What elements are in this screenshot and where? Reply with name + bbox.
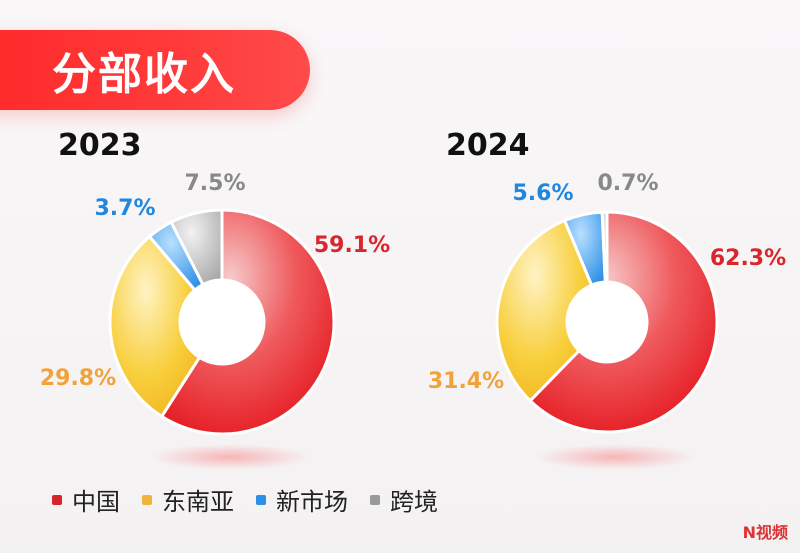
donut-2023-shadow — [150, 444, 310, 470]
legend-item-new-markets: 新市场 — [256, 482, 348, 517]
donut-2024-label-new-markets: 5.6% — [512, 181, 573, 206]
legend-label-new-markets: 新市场 — [276, 488, 348, 516]
donut-2023-hole — [180, 280, 264, 364]
legend-item-southeast-asia: 东南亚 — [142, 482, 234, 517]
donut-2024-hole — [567, 282, 647, 362]
donut-2023-label-cross-border: 7.5% — [184, 171, 245, 196]
legend-swatch-new-markets — [256, 494, 266, 505]
donut-2023-label-china: 59.1% — [314, 233, 390, 258]
watermark: N视频 — [742, 523, 788, 542]
page-title: 分部收入 — [52, 49, 236, 100]
legend: 中国 东南亚 新市场 跨境 — [52, 482, 438, 517]
donut-2024-label-cross-border: 0.7% — [597, 171, 658, 196]
donut-2024-label-southeast-asia: 31.4% — [428, 369, 504, 394]
legend-swatch-southeast-asia — [142, 494, 152, 505]
legend-item-china: 中国 — [52, 482, 120, 517]
legend-label-cross-border: 跨境 — [390, 488, 438, 516]
legend-label-southeast-asia: 东南亚 — [162, 488, 234, 516]
chart-2023-title: 2023 — [58, 128, 142, 163]
donut-2023-label-southeast-asia: 29.8% — [40, 366, 116, 391]
donut-2023-label-new-markets: 3.7% — [94, 196, 155, 221]
donut-2024-label-china: 62.3% — [710, 246, 786, 271]
legend-swatch-china — [52, 494, 62, 505]
donut-2024-shadow — [535, 444, 695, 470]
chart-2024-title: 2024 — [446, 128, 530, 163]
legend-item-cross-border: 跨境 — [370, 482, 438, 517]
title-banner — [0, 30, 310, 110]
legend-swatch-cross-border — [370, 494, 380, 505]
legend-label-china: 中国 — [72, 488, 120, 516]
